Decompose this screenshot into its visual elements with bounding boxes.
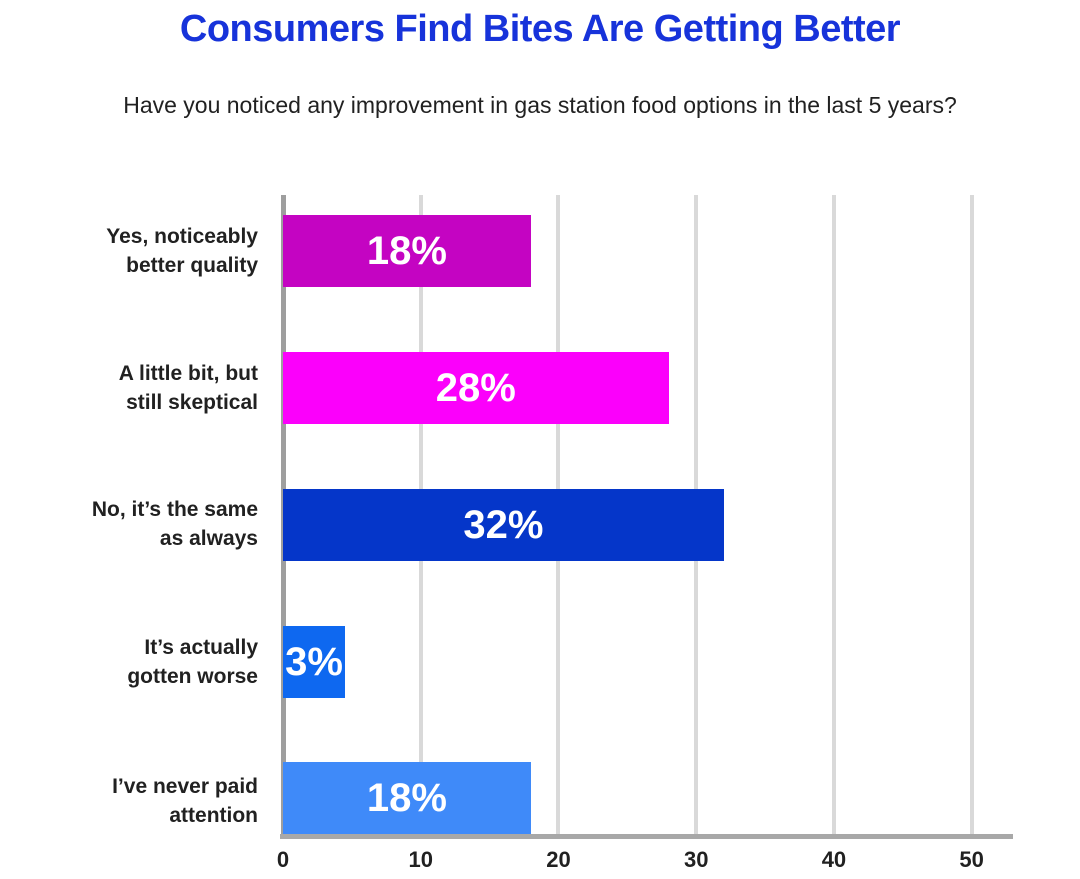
- category-label: A little bit, but still skeptical: [118, 362, 258, 414]
- x-tick-label: 50: [959, 847, 984, 872]
- category-label: Yes, noticeably better quality: [106, 225, 258, 277]
- bar-value-label: 32%: [463, 502, 544, 547]
- bar-same-as-always: 32%: [283, 489, 724, 561]
- category-label: It’s actually gotten worse: [127, 636, 258, 688]
- chart-subtitle: Have you noticed any improvement in gas …: [123, 92, 957, 118]
- bar-value-label: 3%: [285, 639, 343, 684]
- plot-area: 18% 28% 32% 3% 18%: [280, 195, 1013, 839]
- x-tick-label: 20: [546, 847, 571, 872]
- x-axis-tick-labels: 0 10 20 30 40 50: [0, 847, 1080, 877]
- x-tick-label: 0: [276, 847, 290, 872]
- category-label: I’ve never paid attention: [112, 775, 258, 827]
- x-axis-line: [280, 834, 1013, 839]
- bar-yes-noticeably-better: 18%: [283, 215, 531, 287]
- category-axis: Yes, noticeably better quality A little …: [0, 0, 258, 879]
- gridline: [969, 195, 974, 834]
- x-tick-label: 30: [683, 847, 709, 872]
- chart-title: Consumers Find Bites Are Getting Better: [179, 8, 901, 50]
- bar-gotten-worse: 3%: [283, 626, 345, 698]
- gridline: [831, 195, 836, 834]
- bar-value-label: 18%: [366, 228, 447, 273]
- bar-value-label: 18%: [366, 775, 447, 820]
- x-tick-label: 40: [821, 847, 847, 872]
- x-tick-label: 10: [408, 847, 433, 872]
- category-label: No, it’s the same as always: [91, 498, 258, 550]
- bar-never-paid-attention: 18%: [283, 762, 531, 834]
- bar-value-label: 28%: [435, 365, 516, 410]
- bar-little-bit-skeptical: 28%: [283, 352, 669, 424]
